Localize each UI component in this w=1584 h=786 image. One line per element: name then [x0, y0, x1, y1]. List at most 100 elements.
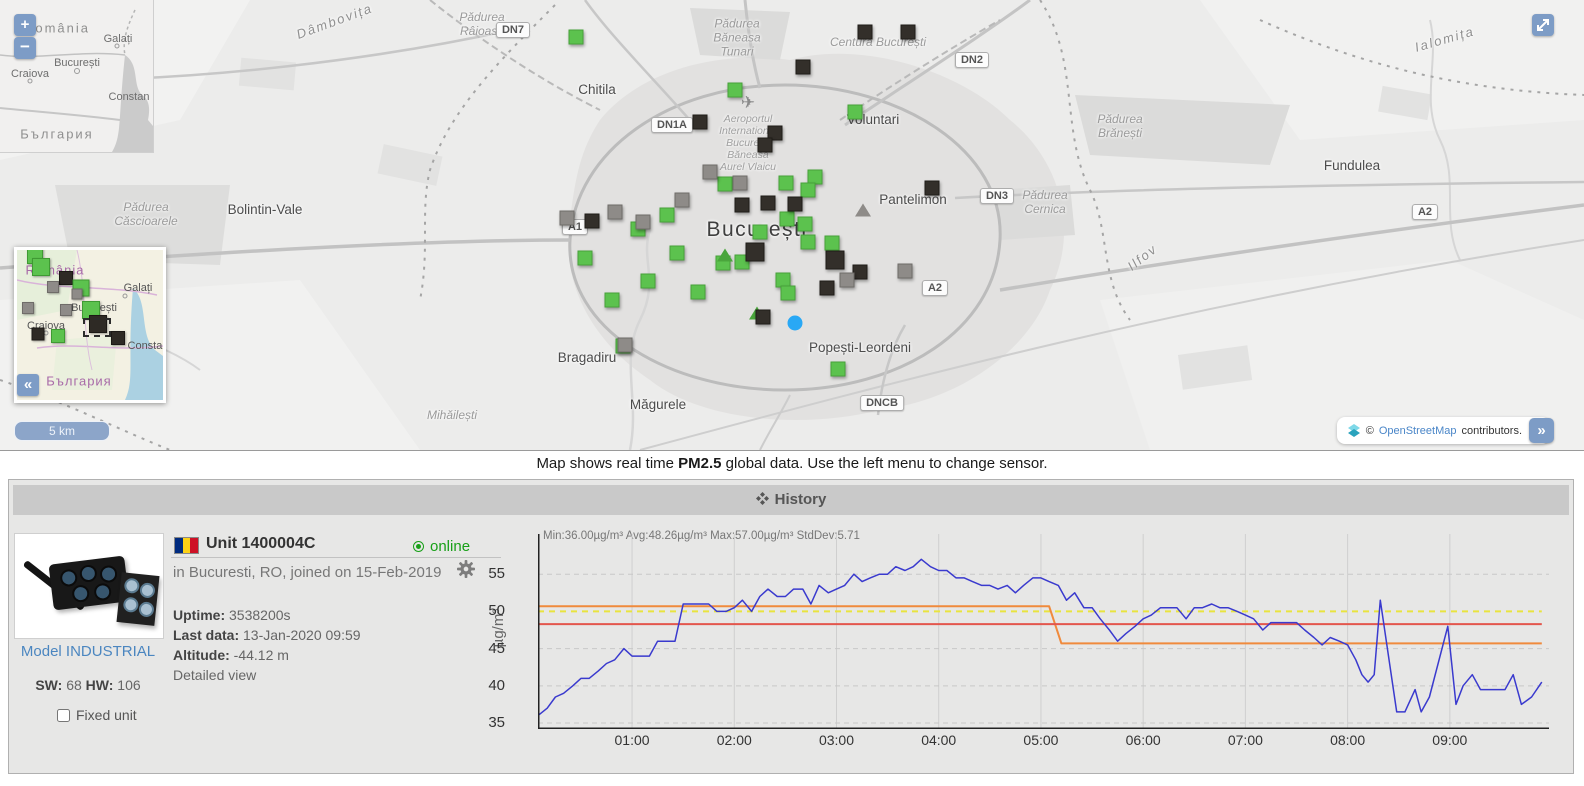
sensor-marker-dark[interactable]	[925, 181, 940, 196]
sensor-marker-green[interactable]	[670, 246, 685, 261]
sensor-marker-green-tri[interactable]	[717, 249, 733, 262]
sensor-marker-gray[interactable]	[636, 215, 651, 230]
x-tick-label: 03:00	[806, 732, 866, 748]
card-divider	[171, 557, 501, 558]
map-scale-bar: 5 km	[14, 421, 110, 441]
x-tick-label: 04:00	[909, 732, 969, 748]
openstreetmap-link[interactable]: OpenStreetMap	[1379, 425, 1457, 437]
sensor-marker-dark[interactable]	[735, 198, 750, 213]
sensor-marker-dark[interactable]	[858, 25, 873, 40]
sensor-marker-green[interactable]	[825, 236, 840, 251]
minimap-marker-dark	[32, 328, 45, 341]
ne-arrow-icon	[1536, 18, 1550, 32]
attribution-rest: contributors.	[1461, 425, 1522, 437]
map-attribution: © OpenStreetMap contributors.	[1337, 417, 1550, 444]
model-link[interactable]: Model INDUSTRIAL	[9, 643, 167, 660]
caption-text: Map shows real time	[536, 455, 678, 472]
x-tick-label: 02:00	[704, 732, 764, 748]
page: RomâniaGalațiBucureștiCraiovaConstanБълг…	[0, 0, 1584, 786]
uptime-row: Uptime: 3538200s	[173, 607, 291, 623]
uptime-label: Uptime:	[173, 607, 225, 623]
sensor-marker-dark[interactable]	[756, 310, 771, 325]
unit-title: Unit 1400004C	[206, 535, 315, 553]
sensor-marker-gray[interactable]	[733, 176, 748, 191]
minimap-viewport-rect	[83, 318, 111, 337]
minimap-marker-green	[51, 329, 65, 343]
sensor-marker-green[interactable]	[569, 30, 584, 45]
sensor-marker-dark[interactable]	[761, 196, 776, 211]
sensor-marker-dark[interactable]	[693, 115, 708, 130]
fullscreen-button[interactable]	[1532, 14, 1554, 36]
x-tick-label: 06:00	[1113, 732, 1173, 748]
x-tick-label: 01:00	[602, 732, 662, 748]
uptime-value: 3538200s	[229, 607, 291, 623]
caption-text-after: global data. Use the left menu to change…	[722, 455, 1048, 472]
x-tick-label: 07:00	[1215, 732, 1275, 748]
overview-label: Craiova	[11, 68, 49, 80]
sensor-marker-gray[interactable]	[898, 264, 913, 279]
sensor-marker-green[interactable]	[780, 212, 795, 227]
x-tick-label: 08:00	[1318, 732, 1378, 748]
last-data-row: Last data: 13-Jan-2020 09:59	[173, 627, 361, 643]
sensor-marker-dark[interactable]	[853, 265, 868, 280]
unit-location-line: in Bucuresti, RO, joined on 15-Feb-2019	[173, 564, 441, 581]
y-tick-label: 55	[475, 565, 505, 582]
sw-hw-versions: SW: 68 HW: 106	[9, 677, 167, 693]
zoom-out-button[interactable]: −	[14, 37, 36, 59]
sensor-marker-dark[interactable]	[901, 25, 916, 40]
sensor-marker-gray[interactable]	[618, 338, 633, 353]
fixed-unit-label: Fixed unit	[76, 707, 137, 723]
minimap-collapse-button[interactable]: «	[17, 374, 39, 396]
sensor-marker-dark[interactable]	[796, 60, 811, 75]
romania-flag-icon	[174, 537, 199, 554]
sensor-marker-gray[interactable]	[840, 273, 855, 288]
overview-label: Galați	[104, 33, 133, 45]
sensor-marker-green[interactable]	[691, 285, 706, 300]
sensor-marker-green[interactable]	[605, 293, 620, 308]
y-tick-label: 40	[475, 677, 505, 694]
sensor-marker-dark[interactable]	[585, 214, 600, 229]
sensor-marker-green[interactable]	[779, 176, 794, 191]
airport-airplane-icon: ✈	[741, 93, 755, 113]
sensor-marker-green[interactable]	[801, 183, 816, 198]
map-canvas[interactable]: RomâniaGalațiBucureștiCraiovaConstanБълг…	[0, 0, 1584, 451]
y-tick-label: 45	[475, 640, 505, 657]
online-status-badge: online	[413, 538, 470, 555]
sensor-marker-gray[interactable]	[675, 193, 690, 208]
fixed-unit-checkbox[interactable]	[57, 709, 70, 722]
sensor-marker-gray[interactable]	[703, 165, 718, 180]
y-tick-label: 50	[475, 602, 505, 619]
sensor-marker-dark[interactable]	[758, 138, 773, 153]
minimap-marker-green	[32, 258, 50, 276]
sensor-marker-green[interactable]	[718, 177, 733, 192]
sensor-marker-green[interactable]	[831, 362, 846, 377]
sensor-marker-green[interactable]	[801, 235, 816, 250]
sensor-marker-green[interactable]	[753, 225, 768, 240]
sensor-marker-green[interactable]	[781, 286, 796, 301]
altitude-value: -44.12 m	[234, 647, 289, 663]
history-diamonds-icon	[756, 492, 769, 505]
sensor-marker-dark[interactable]	[788, 197, 803, 212]
sensor-marker-green[interactable]	[660, 208, 675, 223]
sensor-marker-green[interactable]	[578, 251, 593, 266]
minimap-marker-dark	[111, 331, 125, 345]
attribution-expand-button[interactable]: »	[1529, 418, 1554, 443]
settings-gear-icon[interactable]	[457, 560, 475, 583]
selected-unit-dot[interactable]	[788, 316, 803, 331]
sensor-marker-gray-tri[interactable]	[855, 204, 871, 217]
sensor-marker-dark[interactable]	[826, 251, 845, 270]
sensor-marker-dark[interactable]	[820, 281, 835, 296]
sensor-marker-green[interactable]	[641, 274, 656, 289]
series-pm25-measured	[538, 559, 1542, 715]
detailed-view-link[interactable]: Detailed view	[173, 667, 256, 683]
sensor-marker-green[interactable]	[728, 83, 743, 98]
sensor-marker-green[interactable]	[848, 105, 863, 120]
sensor-marker-green[interactable]	[798, 217, 813, 232]
online-dot-icon	[413, 541, 424, 552]
sensor-marker-dark[interactable]	[746, 243, 765, 262]
minimap-label: Galați	[124, 282, 153, 294]
map-caption: Map shows real time PM2.5 global data. U…	[0, 451, 1584, 478]
zoom-in-button[interactable]: +	[14, 14, 36, 36]
sensor-marker-gray[interactable]	[560, 211, 575, 226]
sensor-marker-gray[interactable]	[608, 205, 623, 220]
